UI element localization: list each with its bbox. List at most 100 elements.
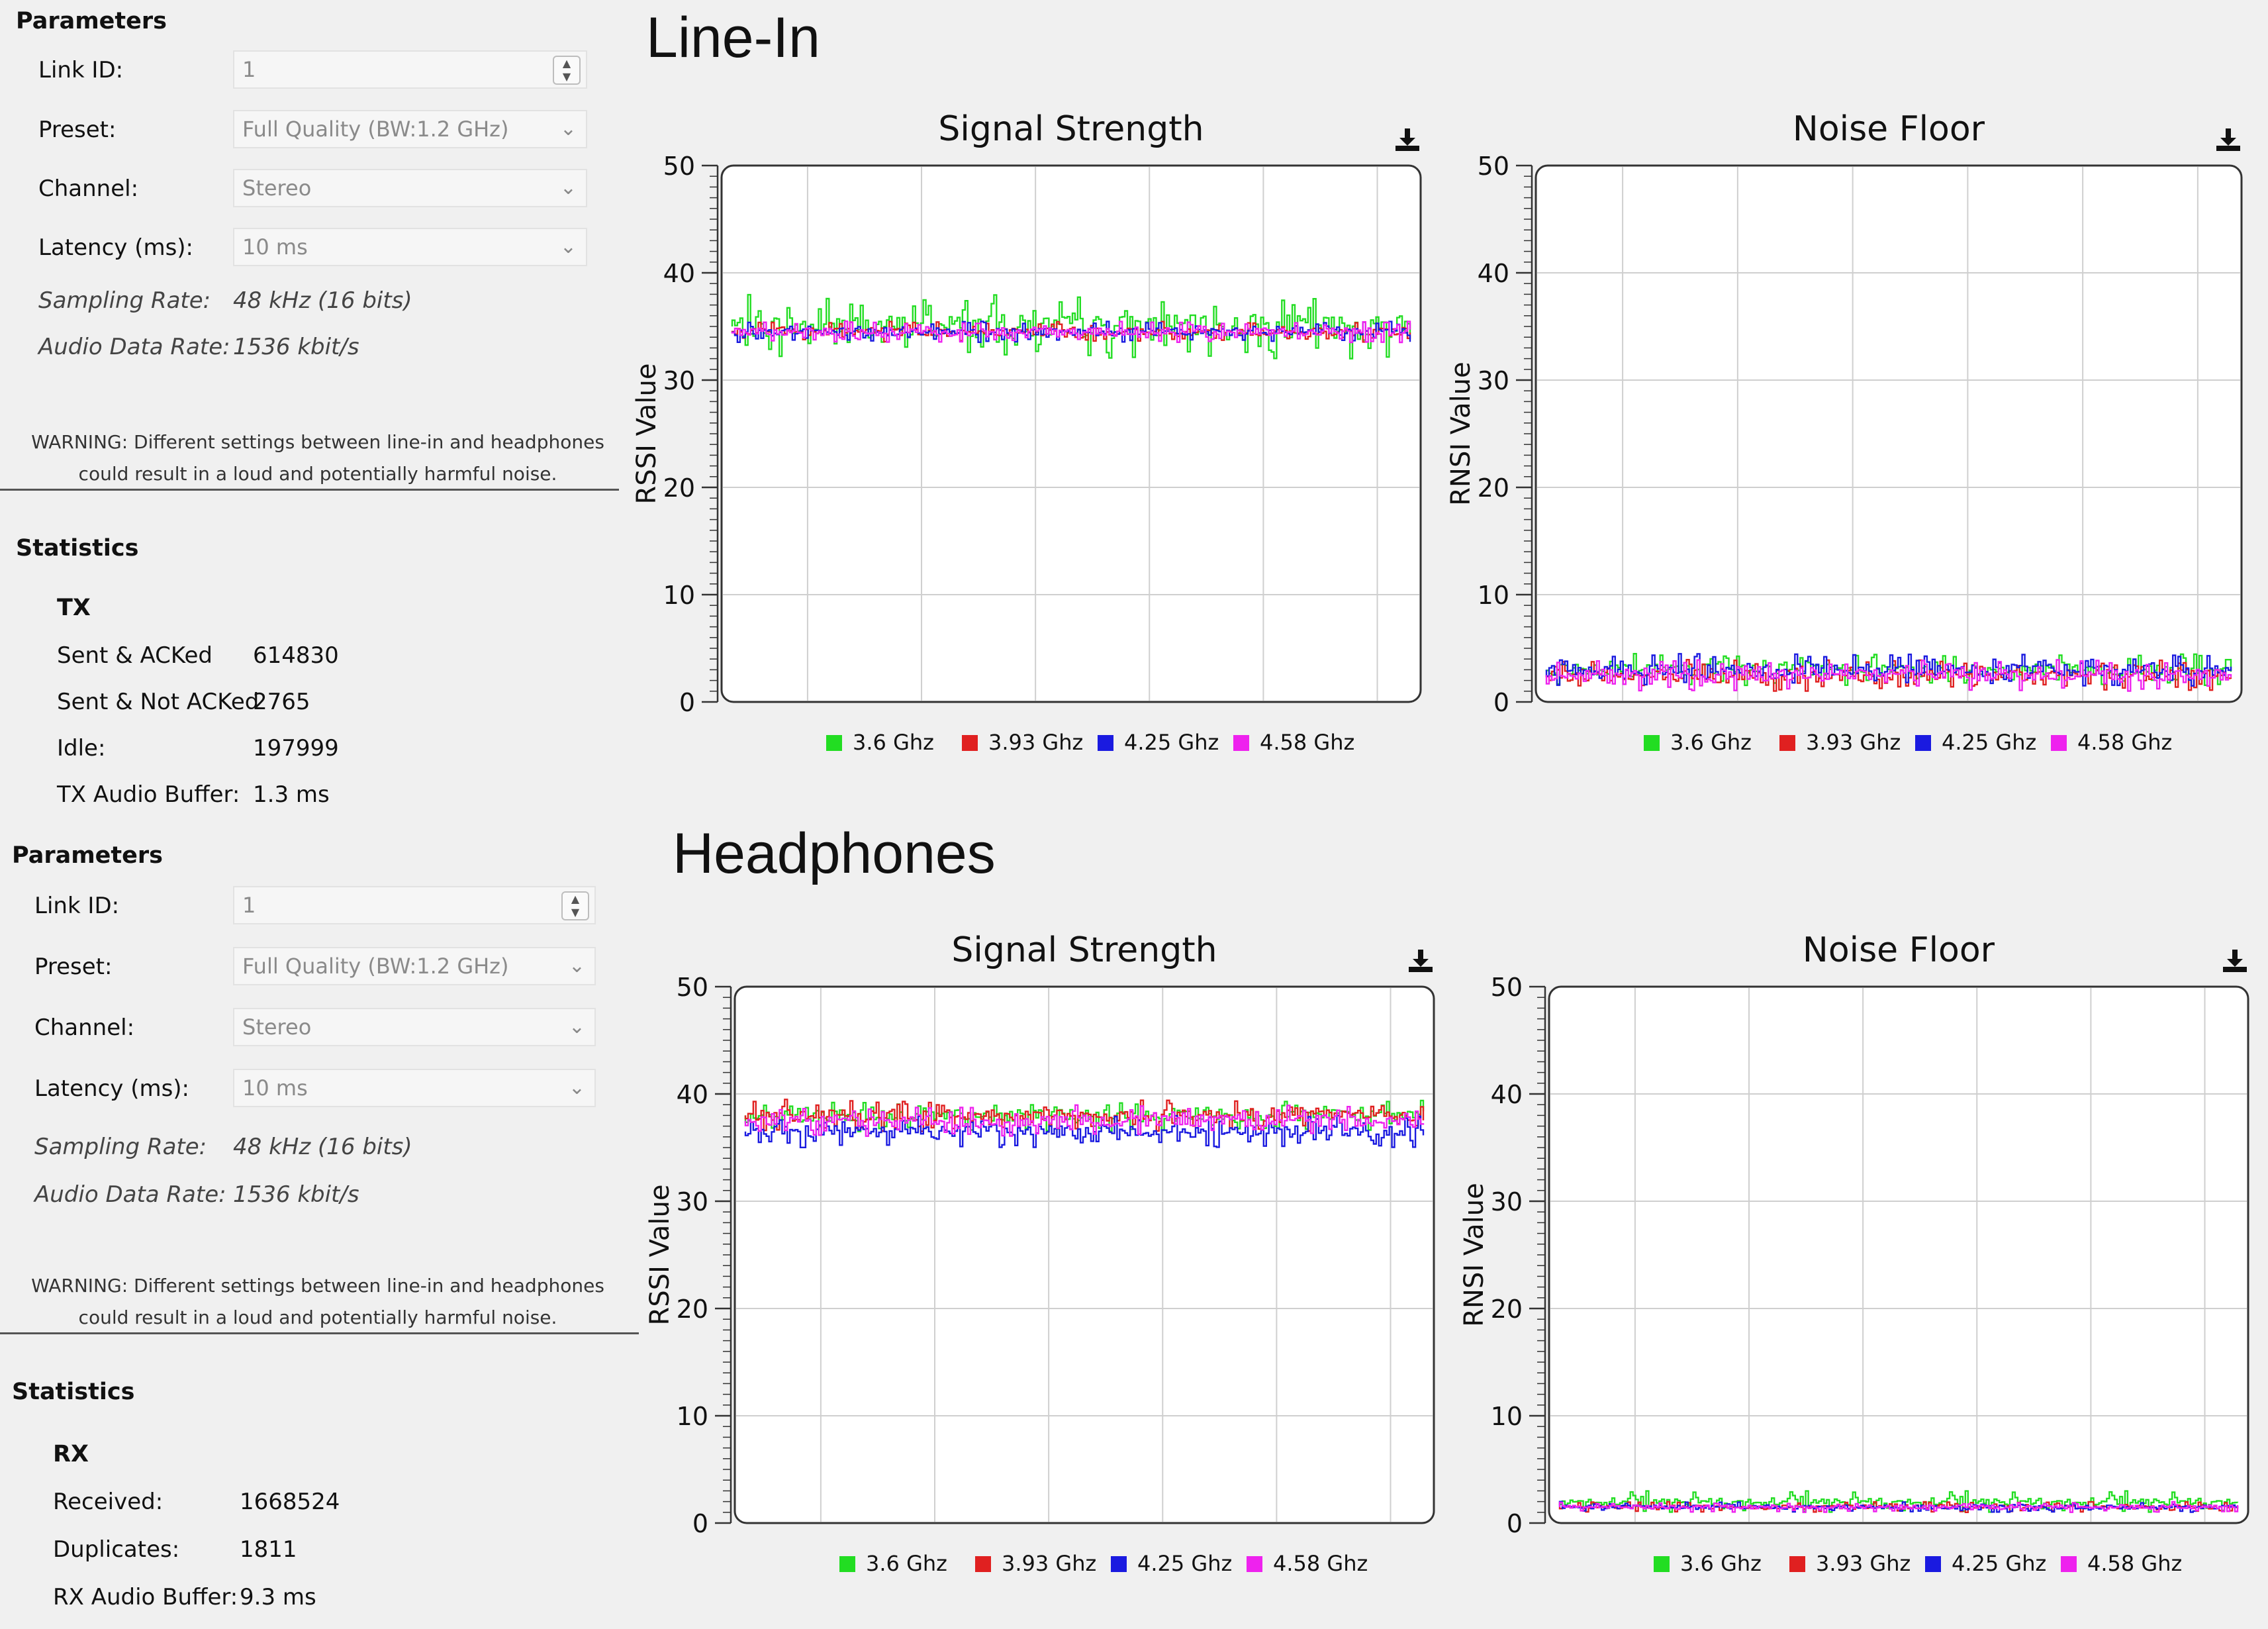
legend-swatch [1247,1556,1262,1572]
legend-swatch [826,735,842,751]
section-divider [0,1332,639,1334]
section-divider [0,489,619,491]
parameters-header: Parameters [12,842,163,869]
chevron-down-icon: ⌄ [559,235,577,258]
stat-value: 2765 [253,689,310,715]
series-line [731,321,1411,344]
y-tick-label: 50 [1478,152,1509,181]
chart-title: Noise Floor [1793,109,1985,149]
legend-swatch [962,735,978,751]
audio-rate-label: Audio Data Rate: [34,1181,226,1208]
chart-svg: Signal Strength 0 10 20 30 40 50 RSSI Value 3.6 … [645,930,1435,1576]
y-tick-label: 0 [692,1509,708,1538]
download-arrow [1399,128,1415,146]
y-tick-label: 0 [679,688,695,717]
panel-title: Line-In [646,6,820,70]
noise-floor-chart: Noise Floor 0 10 20 30 40 50 RNSI Value 3.6 Ghz 3… [1437,99,2257,801]
channel-dropdown[interactable]: Stereo ⌄ [233,169,587,207]
link-id-stepper[interactable]: ▲ ▼ [561,891,589,920]
legend-swatch [1111,1556,1127,1572]
plot-area [1548,985,2249,1524]
download-arrow [1413,950,1429,967]
y-tick-label: 10 [663,581,695,610]
latency-label: Latency (ms): [34,1075,190,1102]
stat-label: Idle: [57,735,106,762]
download-arrow [2227,950,2243,967]
y-tick-label: 20 [663,473,695,503]
warning-line-2: could result in a loud and potentially h… [78,463,557,485]
series-line [1558,1501,2239,1513]
line-in-panel: Parameters Link ID: 1 ▲ ▼ Preset: Full Q… [0,0,2268,814]
channel-label: Channel: [34,1014,135,1041]
latency-dropdown[interactable]: 10 ms ⌄ [233,228,587,266]
link-id-spinbox[interactable]: 1 ▲ ▼ [233,886,596,924]
spin-up-icon[interactable]: ▲ [562,57,571,70]
legend-label: 3.93 Ghz [1816,1551,1911,1576]
legend-swatch [1644,735,1660,751]
chevron-down-icon: ⌄ [568,1076,585,1099]
y-axis-label: RNSI Value [1446,362,1476,505]
stat-label: Received: [53,1489,164,1515]
legend-label: 4.25 Ghz [1124,730,1219,755]
stat-label: Sent & Not ACKed [57,689,260,715]
audio-rate-value: 1536 kbit/s [233,1181,359,1208]
legend-swatch [975,1556,991,1572]
preset-dropdown[interactable]: Full Quality (BW:1.2 GHz) ⌄ [233,110,587,148]
warning-line-1: WARNING: Different settings between line… [31,431,604,453]
warning-line-2: could result in a loud and potentially h… [78,1307,557,1328]
y-tick-label: 20 [1478,473,1509,503]
y-tick-label: 0 [1493,688,1509,717]
channel-label: Channel: [38,175,139,202]
latency-dropdown[interactable]: 10 ms ⌄ [233,1069,596,1107]
y-tick-label: 30 [1478,366,1509,395]
chevron-down-icon: ⌄ [568,954,585,977]
link-id-spinbox[interactable]: 1 ▲ ▼ [233,50,587,89]
legend-swatch [1098,735,1113,751]
chart-legend: 3.6 Ghz 3.93 Ghz 4.25 Ghz 4.58 Ghz [1654,1551,2182,1576]
signal-strength-chart: Signal Strength 0 10 20 30 40 50 RSSI Value 3.6 … [636,920,1450,1622]
chart-svg: Signal Strength 0 10 20 30 40 50 RSSI Value 3.6 … [632,109,1422,755]
link-id-value: 1 [242,893,256,918]
stat-label: Sent & ACKed [57,642,213,669]
legend-label: 4.58 Ghz [1273,1551,1368,1576]
plot-area [1535,164,2243,703]
chart-title: Signal Strength [938,109,1204,149]
preset-dropdown[interactable]: Full Quality (BW:1.2 GHz) ⌄ [233,947,596,985]
download-icon[interactable] [1409,950,1433,972]
download-icon[interactable] [2216,128,2240,151]
y-tick-label: 40 [1478,259,1509,288]
stat-label: RX Audio Buffer: [53,1584,238,1610]
chart-legend: 3.6 Ghz 3.93 Ghz 4.25 Ghz 4.58 Ghz [839,1551,1368,1576]
chart-legend: 3.6 Ghz 3.93 Ghz 4.25 Ghz 4.58 Ghz [1644,730,2172,755]
download-tray [2216,146,2240,151]
legend-label: 4.58 Ghz [1260,730,1354,755]
legend-swatch [2061,1556,2077,1572]
download-arrow [2220,128,2236,146]
spin-up-icon[interactable]: ▲ [571,893,580,905]
link-id-value: 1 [242,57,256,82]
statistics-header: Statistics [12,1379,135,1405]
download-icon[interactable] [2223,950,2247,972]
download-icon[interactable] [1395,128,1419,151]
stat-value: 1668524 [240,1489,340,1515]
legend-label: 4.58 Ghz [2077,730,2172,755]
legend-swatch [1925,1556,1941,1572]
download-tray [2223,967,2247,972]
link-id-stepper[interactable]: ▲ ▼ [553,56,581,85]
spin-down-icon[interactable]: ▼ [562,70,571,83]
y-tick-label: 30 [663,366,695,395]
y-tick-label: 20 [1491,1295,1523,1324]
y-tick-label: 30 [677,1187,708,1216]
y-tick-label: 20 [677,1295,708,1324]
signal-strength-chart: Signal Strength 0 10 20 30 40 50 RSSI Value 3.6 … [622,99,1437,801]
download-tray [1409,967,1433,972]
plot-area [733,985,1435,1524]
spin-down-icon[interactable]: ▼ [571,906,580,918]
channel-dropdown[interactable]: Stereo ⌄ [233,1008,596,1046]
legend-label: 3.93 Ghz [1002,1551,1096,1576]
series-line [1545,659,2232,692]
panel-title: Headphones [673,822,996,885]
stat-value: 614830 [253,642,339,669]
preset-value: Full Quality (BW:1.2 GHz) [242,117,509,142]
latency-value: 10 ms [242,234,308,260]
